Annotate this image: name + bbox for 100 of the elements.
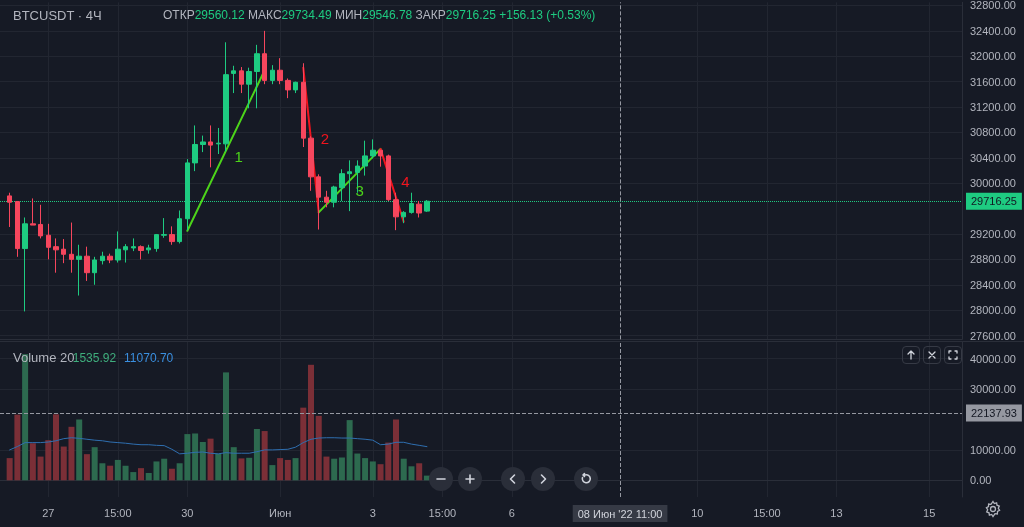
x-tick-label: 3 [369,506,376,519]
y-tick-label: 32400.00 [970,24,1016,37]
bar [161,458,168,481]
text: ОТКР29560.12 МАКС29734.49 МИН29546.78 ЗАКР29716.25 +156.13 (+0.53%) [163,8,596,22]
bar [338,457,345,481]
y-tick-label: 31600.00 [970,75,1016,88]
x-tick-label: 15 [923,506,936,519]
bar [199,441,206,481]
candlestick [200,135,206,153]
bar [253,428,260,481]
y-tick-label: 32000.00 [970,50,1016,63]
bar [308,364,315,481]
bar [215,453,222,481]
bar [53,414,60,481]
x-tick-label: 10 [691,506,704,519]
candlestick [401,210,406,224]
ref-line-label: 08 Июн '22 11:00 [577,507,663,520]
candlestick [92,256,97,286]
line-series [9,437,428,455]
candlestick [15,200,20,258]
bar [230,447,237,481]
candlestick [223,41,229,152]
y-tick-label: 31200.00 [970,101,1016,114]
bar [168,468,175,481]
y-tick-label: 30800.00 [970,126,1016,139]
candlestick [386,154,391,202]
x-tick-label: 15:00 [428,506,457,519]
bar [362,458,369,481]
bar [238,458,245,481]
candlestick [192,124,198,172]
candlestick [169,225,175,246]
candlestick [316,173,321,231]
candlestick [76,244,82,297]
y-tick-label: 10000.00 [970,443,1016,456]
x-tick-label: 15:00 [104,506,132,519]
candlestick [254,44,260,109]
candlestick [46,223,51,260]
annotation: 11070.70 [124,351,174,365]
bar [416,463,423,481]
candlestick [146,244,151,255]
x-tick-label: Июн [268,506,292,519]
bar [369,461,376,481]
candlestick [61,238,66,264]
x-tick-label: 27 [42,506,55,519]
bar [76,419,83,481]
candlestick [285,77,291,99]
annotation: 3 [355,181,364,199]
candlestick [301,62,306,148]
candlestick [378,149,383,168]
annotation: 1535.92 [72,351,117,365]
candlestick [154,233,159,253]
bar [114,459,121,481]
bar [300,407,307,481]
bar [223,372,230,481]
candlestick [262,30,267,85]
bar [107,465,114,481]
candlestick [246,67,252,109]
candlestick [30,197,36,226]
candlestick [270,64,275,85]
candlestick [231,65,236,94]
ref-line-label: 29716.25 [971,195,1017,208]
candlestick [324,190,329,208]
candlestick [38,204,43,239]
bar [29,443,36,481]
candlestick [53,237,59,274]
candlestick [370,138,376,159]
candlestick [84,246,90,282]
candlestick [308,135,314,192]
candlestick [107,253,113,264]
bar [83,454,90,481]
bar [393,419,399,481]
y-tick-label: 40000.00 [970,352,1016,365]
candlestick [69,222,74,274]
candlestick [177,209,182,244]
candlestick [239,66,244,94]
candlestick [208,124,213,168]
y-tick-label: 28800.00 [970,253,1016,266]
candlestick [131,237,136,252]
candlestick [161,217,167,239]
x-tick-label: 6 [508,506,515,519]
ref-line-label: 22137.93 [971,407,1017,419]
candlestick [138,244,144,260]
candlestick [7,192,12,228]
bar [284,459,291,481]
candlestick [416,200,422,218]
y-tick-label: 32800.00 [970,0,1016,12]
candlestick [22,216,28,312]
y-tick-label: 30000.00 [970,383,1016,396]
candlestick [123,243,128,264]
x-tick-label: 13 [830,506,843,519]
annotation: 4 [401,172,410,190]
y-tick-label: 28400.00 [970,278,1016,291]
chart-title: BTCUSDT · 4Ч [13,8,102,23]
candlestick [277,57,283,85]
candlestick [393,192,399,231]
x-tick-label: 15:00 [753,506,781,519]
bar [138,468,145,481]
y-tick-label: 28000.00 [970,304,1016,317]
y-tick-label: 27600.00 [970,329,1016,342]
y-tick-label: 29200.00 [970,227,1016,240]
